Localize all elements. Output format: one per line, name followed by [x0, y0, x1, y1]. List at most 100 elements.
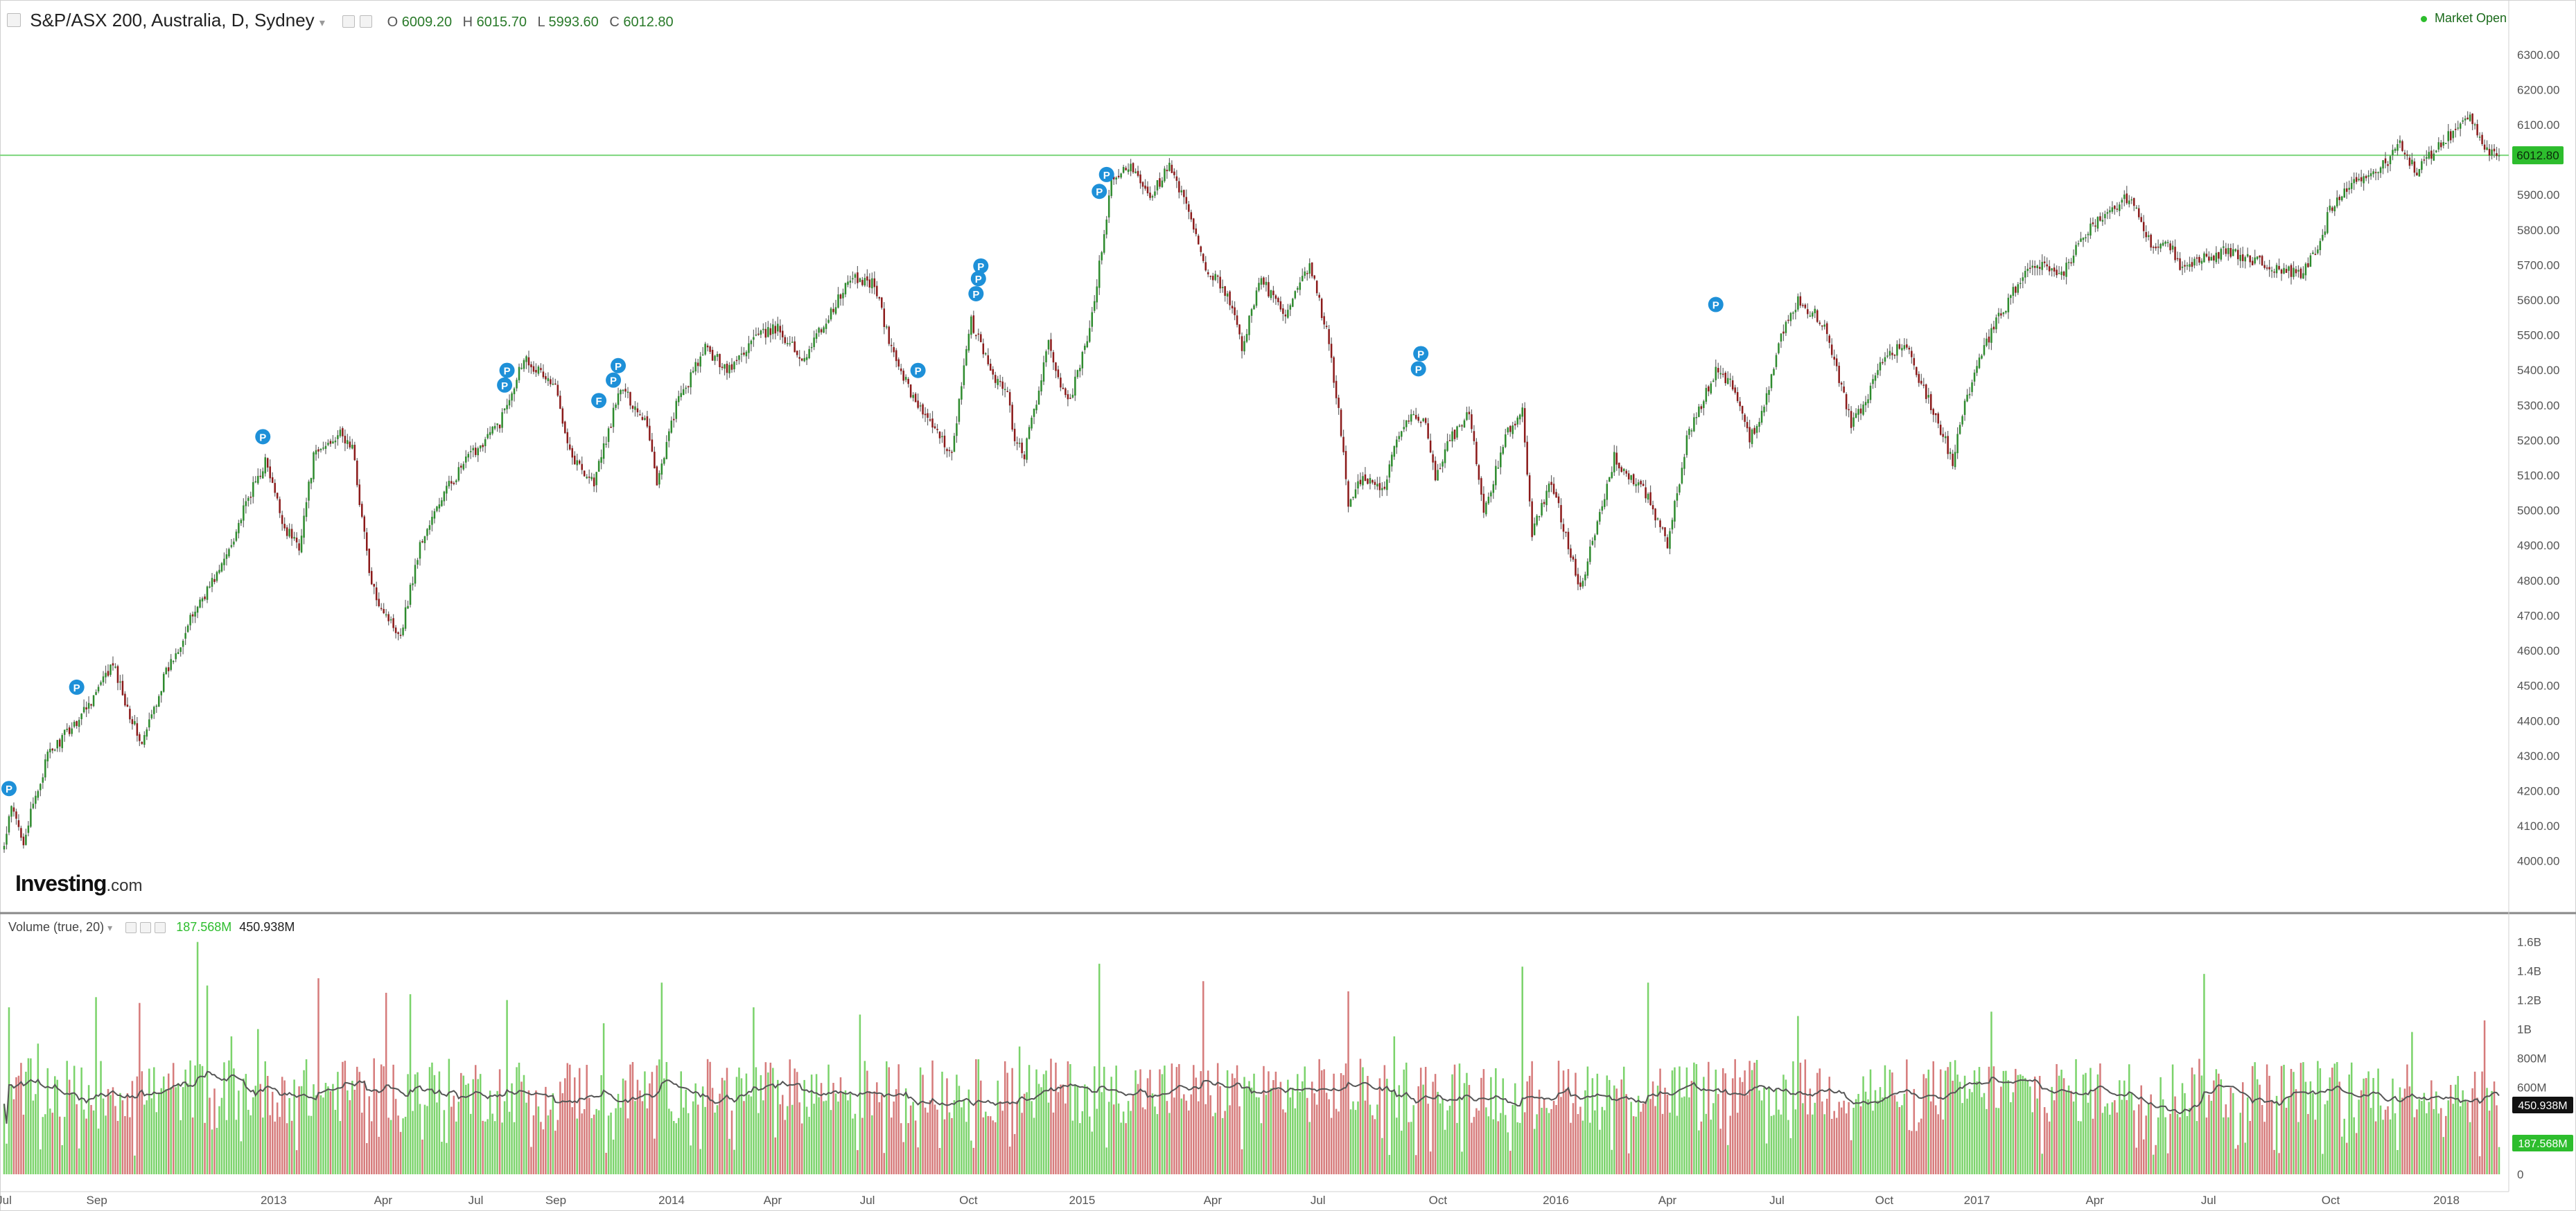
event-marker-icon[interactable] [606, 372, 622, 388]
volume-bar [1026, 1092, 1028, 1174]
price-axis-tick-label: 4300.00 [2517, 750, 2559, 763]
event-marker-icon[interactable] [611, 357, 627, 373]
volume-moving-average-line [3, 1070, 2500, 1124]
volume-close-icon[interactable] [155, 922, 166, 934]
volume-bar [254, 1086, 257, 1174]
event-marker-icon[interactable] [591, 393, 607, 409]
candle-body [1565, 531, 1567, 533]
candle-body [581, 463, 583, 470]
volume-bar [2254, 1062, 2256, 1174]
candle-body [994, 375, 997, 383]
volume-bar [854, 1113, 857, 1174]
candle-body [656, 466, 658, 486]
candle-body [370, 571, 373, 585]
candle-body [308, 481, 310, 501]
volume-bar [2019, 1074, 2022, 1174]
event-marker-icon[interactable] [1092, 184, 1107, 200]
price-axis-tick-label: 6200.00 [2517, 83, 2559, 96]
volume-bar [711, 1088, 714, 1174]
volume-bar [51, 1113, 54, 1174]
event-marker-icon[interactable] [1410, 361, 1426, 377]
event-marker-icon[interactable] [1, 781, 17, 797]
volume-bar [566, 1063, 569, 1174]
candle-body [1354, 489, 1357, 498]
volume-bar [791, 1104, 794, 1174]
volume-bar [1458, 1063, 1461, 1174]
volume-axis-tick-label: 600M [2517, 1081, 2547, 1094]
candlestick-series[interactable] [3, 111, 2500, 854]
candle-body [914, 394, 917, 403]
volume-bar [1287, 1079, 1289, 1174]
event-marker-icon[interactable] [910, 362, 926, 378]
volume-bar [1978, 1067, 1981, 1174]
candle-body [1640, 481, 1642, 485]
candle-body [450, 481, 453, 484]
volume-bar [929, 1100, 931, 1174]
price-axis[interactable]: 6300.006200.006100.006000.005900.005800.… [2517, 48, 2559, 868]
volume-hide-icon[interactable] [140, 922, 152, 934]
volume-bar [20, 1063, 22, 1174]
volume-bar [78, 1148, 80, 1174]
candle-body [1151, 196, 1154, 198]
time-axis[interactable]: JulSep2013AprJulSep2014AprJulOct2015AprJ… [0, 1194, 2460, 1207]
candle-body [428, 525, 431, 530]
candle-body [2309, 255, 2312, 267]
event-marker-icon[interactable] [499, 362, 515, 378]
volume-bar [337, 1072, 339, 1174]
volume-bar [634, 1101, 636, 1174]
event-marker-icon[interactable] [970, 271, 986, 287]
symbol-title[interactable]: S&P/ASX 200, Australia, D, Sydney [30, 10, 315, 30]
candle-body [982, 343, 985, 355]
candle-body [571, 448, 574, 458]
candle-body [35, 795, 37, 804]
event-marker-icon[interactable] [1098, 166, 1114, 182]
candle-body [2452, 130, 2454, 139]
event-marker-icon[interactable] [968, 285, 984, 301]
candle-body [951, 452, 953, 453]
event-marker-icon[interactable] [1708, 297, 1724, 312]
candle-body [15, 811, 17, 819]
volume-bar [487, 1119, 489, 1174]
candle-body [2150, 234, 2152, 248]
volume-title[interactable]: Volume (true, 20) [8, 920, 105, 934]
event-marker-icon[interactable] [497, 377, 513, 393]
volume-bar [1572, 1103, 1575, 1174]
candle-body [254, 481, 257, 483]
candle-body [883, 308, 886, 328]
volume-settings-icon[interactable] [125, 922, 137, 934]
collapse-icon[interactable] [7, 13, 21, 28]
candle-body [1103, 234, 1105, 253]
volume-bar [516, 1067, 518, 1174]
symbol-dropdown-icon[interactable]: ▾ [319, 17, 325, 29]
volume-bar [750, 1096, 753, 1174]
volume-bar [2198, 1059, 2200, 1174]
settings-icon[interactable] [342, 15, 356, 28]
event-marker-icon[interactable] [255, 429, 271, 445]
volume-bar [2309, 1081, 2312, 1174]
event-marker-icon[interactable] [973, 258, 989, 274]
volume-bar [2275, 1095, 2278, 1174]
candle-body [441, 500, 443, 506]
candle-body [2184, 265, 2186, 267]
hide-icon[interactable] [360, 15, 373, 28]
candle-body [85, 707, 87, 709]
volume-bar [1872, 1111, 1874, 1174]
volume-bar [1422, 1084, 1424, 1174]
candle-body [774, 326, 777, 334]
volume-bar [2184, 1093, 2186, 1174]
candle-body [80, 714, 82, 720]
candle-body [798, 357, 800, 359]
volume-dropdown-icon[interactable]: ▾ [107, 922, 113, 933]
time-axis-tick-label: Jul [1311, 1194, 1326, 1207]
candle-body [1698, 406, 1700, 417]
candle-body [1482, 493, 1485, 513]
event-marker-icon[interactable] [1413, 346, 1429, 362]
volume-bar [1893, 1095, 1896, 1174]
volume-bar [941, 1071, 943, 1174]
candle-body [1683, 457, 1685, 469]
event-marker-icon[interactable] [69, 679, 85, 695]
candle-body [1968, 394, 1971, 396]
candle-body [859, 278, 861, 283]
